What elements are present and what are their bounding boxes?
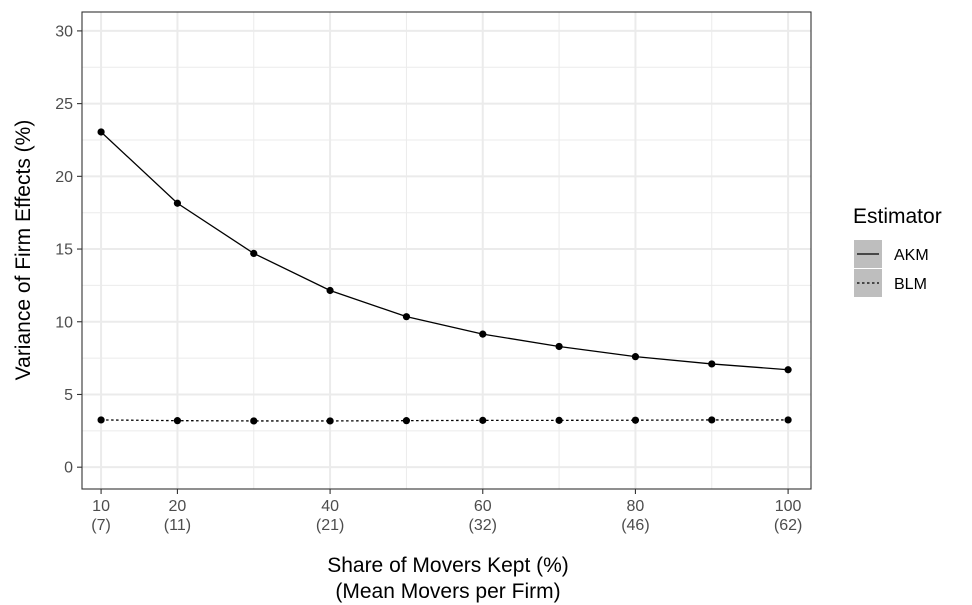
x-tick-label: 10 — [92, 498, 110, 515]
x-tick-label: 100 — [775, 498, 802, 515]
data-point — [326, 417, 334, 425]
x-tick-label: 60 — [474, 498, 492, 515]
data-point — [479, 330, 487, 338]
series-line-akm — [100, 131, 789, 371]
series-layer — [97, 128, 792, 425]
data-point — [708, 360, 716, 368]
data-point — [555, 342, 563, 351]
y-axis: 0 5 10 15 20 25 30 — [55, 23, 82, 477]
panel-border — [81, 11, 812, 490]
y-tick-label: 0 — [64, 460, 73, 477]
legend: Estimator AKM BLM — [853, 205, 942, 297]
data-point — [326, 286, 334, 295]
x-tick-sublabel: (32) — [469, 517, 497, 534]
y-tick-label: 25 — [55, 96, 73, 113]
data-point — [173, 417, 182, 425]
y-tick-label: 5 — [64, 387, 73, 404]
x-tick-label: 20 — [169, 498, 187, 515]
data-point — [631, 353, 640, 361]
data-point — [250, 249, 258, 258]
data-point — [97, 128, 105, 136]
x-tick-sublabel: (7) — [91, 517, 111, 534]
x-tick-sublabel: (62) — [774, 517, 802, 534]
y-tick-label: 10 — [55, 314, 73, 331]
series-blm — [97, 416, 792, 425]
y-axis-title: Variance of Firm Effects (%) — [12, 120, 35, 381]
data-point — [555, 416, 563, 424]
x-axis-title-line2: (Mean Movers per Firm) — [335, 580, 560, 603]
data-point — [402, 417, 411, 425]
grid-major — [82, 12, 811, 489]
x-tick-sublabel: (21) — [316, 517, 344, 534]
data-point — [97, 416, 105, 424]
y-tick-label: 20 — [55, 169, 73, 186]
data-point — [173, 199, 182, 207]
legend-label-akm: AKM — [894, 247, 929, 264]
data-point — [708, 416, 716, 424]
data-point — [631, 416, 640, 424]
x-tick-sublabel: (46) — [621, 517, 649, 534]
data-point — [250, 417, 258, 425]
data-point — [479, 416, 487, 424]
x-tick-label: 40 — [321, 498, 339, 515]
y-tick-label: 30 — [55, 23, 73, 40]
x-axis: 10 (7) 20 (11) 40 (21) 60 (32) 80 (46) 100 (62) — [91, 489, 802, 534]
series-akm — [97, 128, 792, 374]
y-tick-label: 15 — [55, 242, 73, 259]
data-point — [402, 313, 411, 321]
x-tick-label: 80 — [627, 498, 645, 515]
legend-title: Estimator — [853, 205, 942, 228]
x-tick-sublabel: (11) — [164, 517, 191, 534]
data-point — [784, 416, 792, 424]
legend-label-blm: BLM — [894, 276, 927, 293]
data-point — [784, 366, 792, 374]
x-axis-title-line1: Share of Movers Kept (%) — [327, 554, 569, 577]
grid-minor — [82, 12, 811, 489]
